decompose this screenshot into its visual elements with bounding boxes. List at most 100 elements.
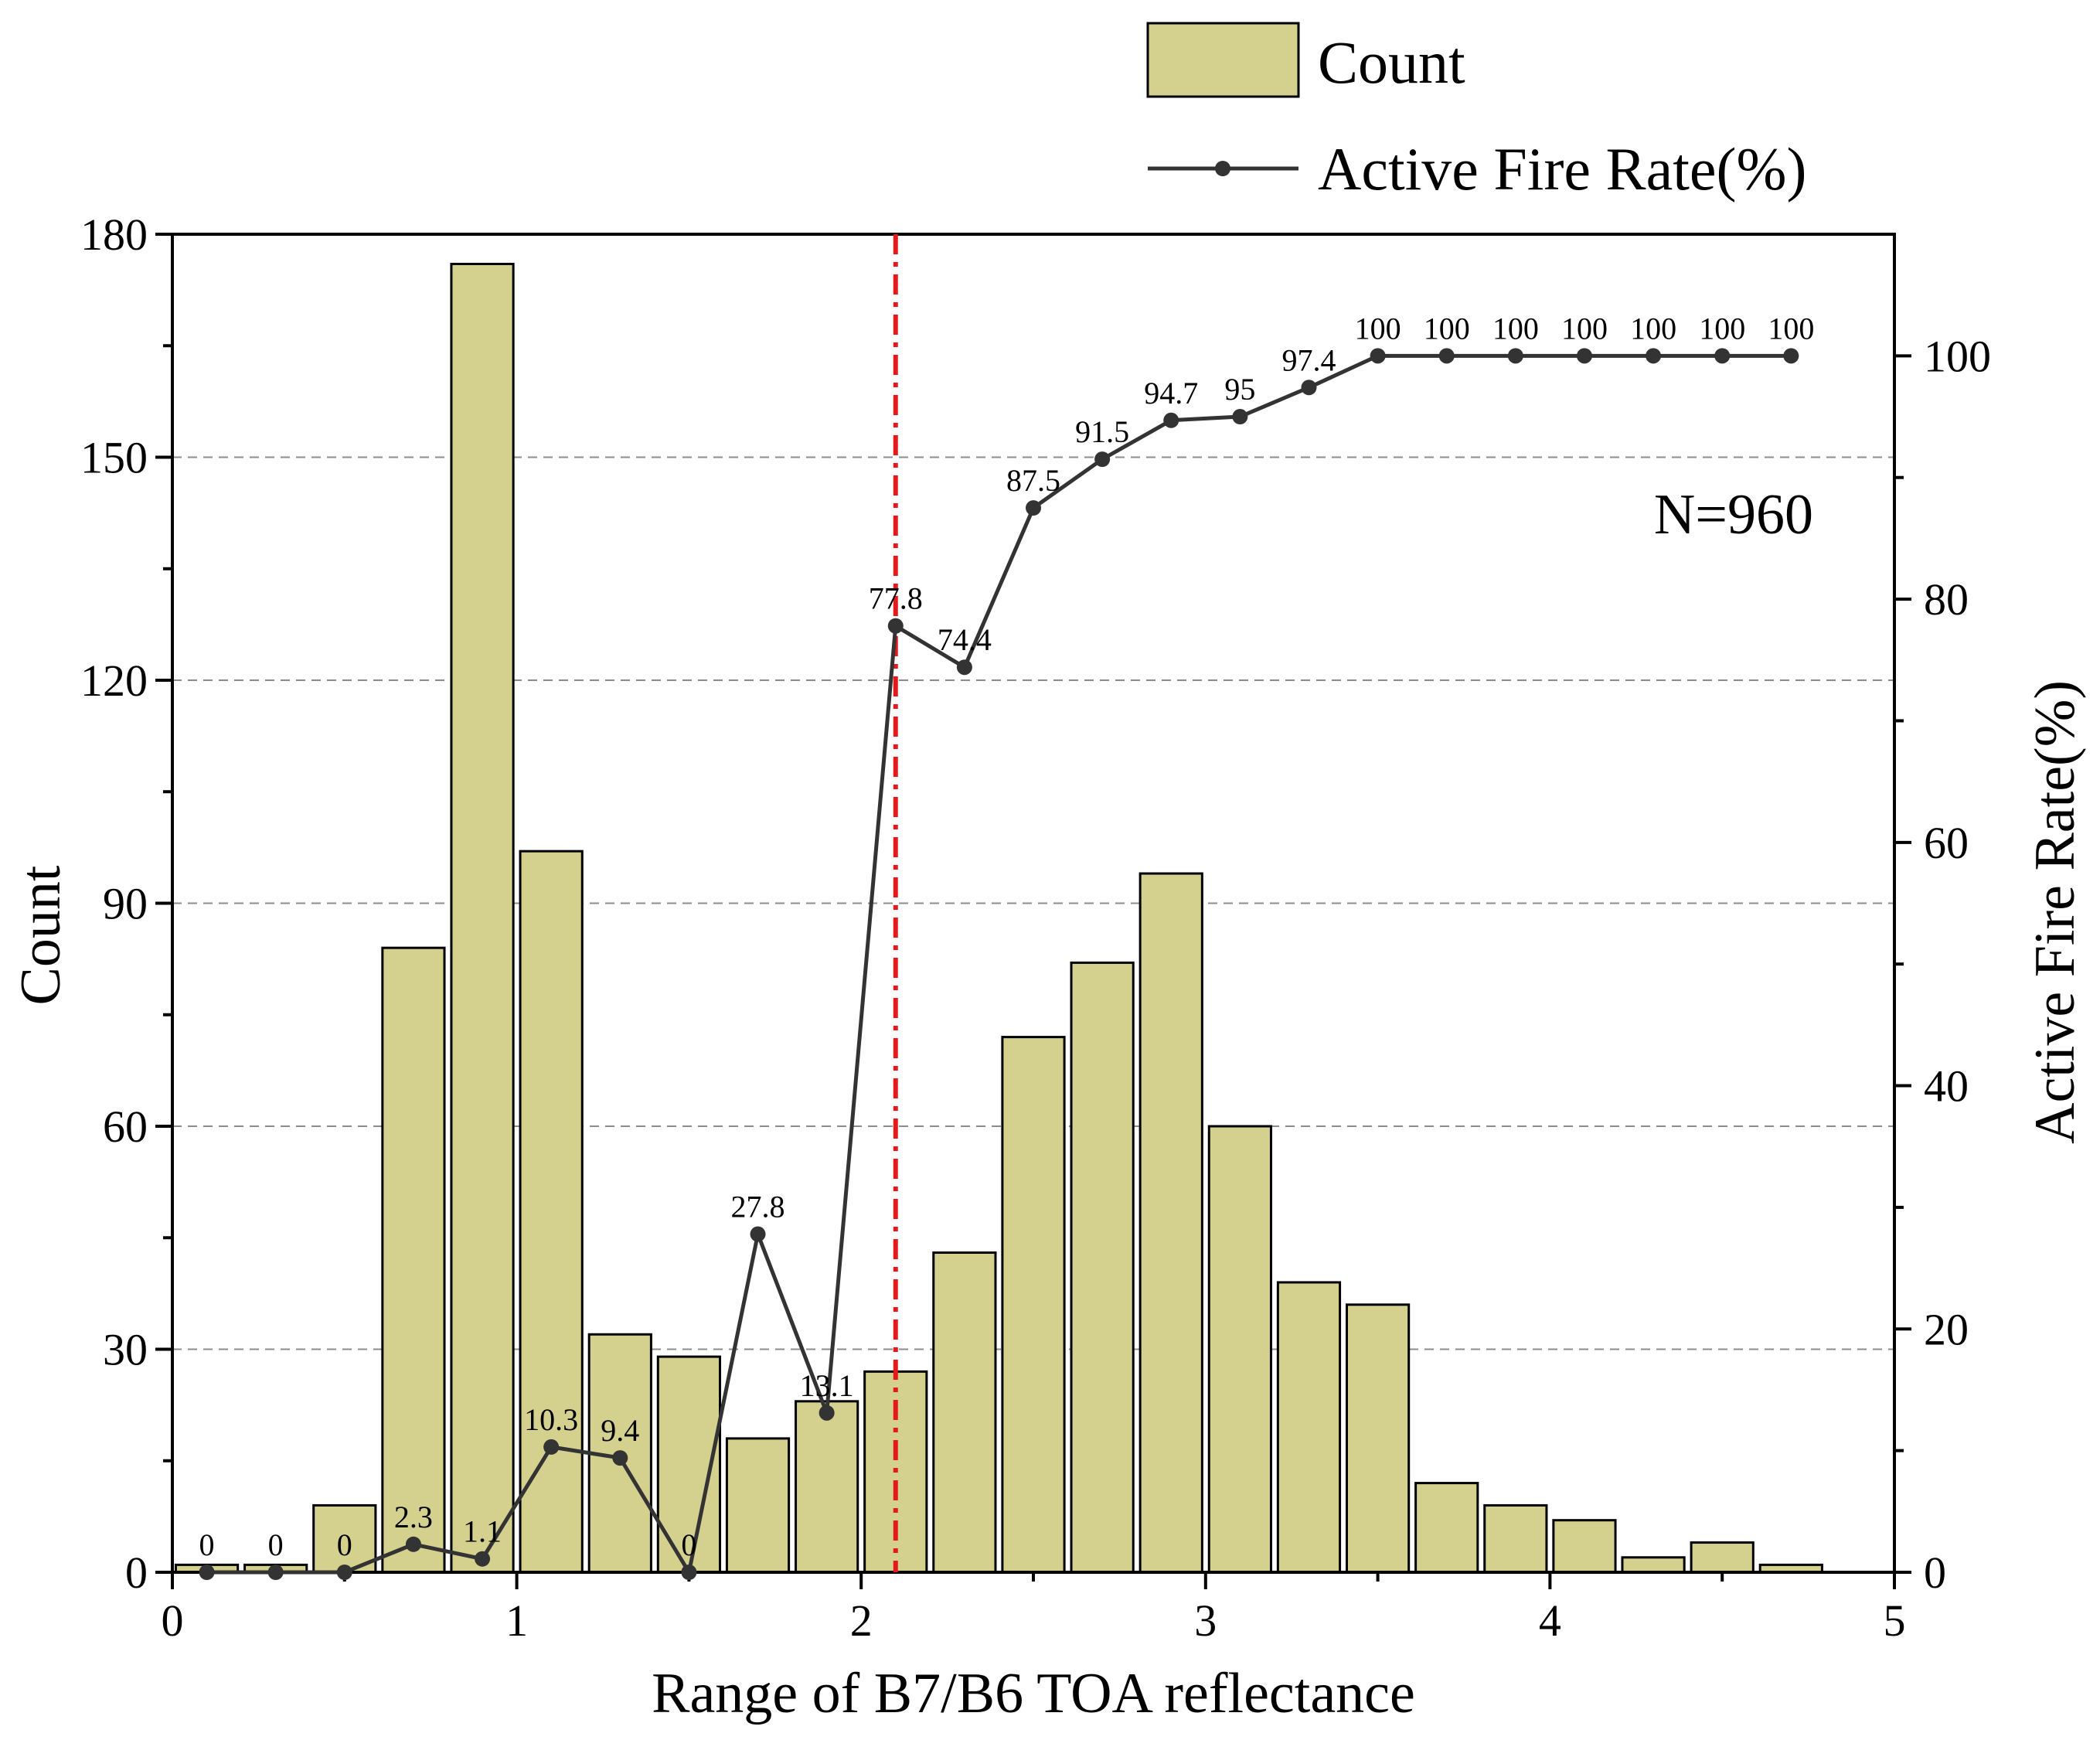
y2-tick-label: 60 (1924, 818, 1969, 868)
count-bar (795, 1400, 859, 1574)
x-tick-label: 5 (1884, 1595, 1906, 1646)
rate-data-label: 77.8 (869, 581, 923, 616)
rate-point (543, 1439, 560, 1455)
rate-data-label: 27.8 (731, 1190, 785, 1224)
rate-data-label: 91.5 (1075, 414, 1129, 449)
rate-point (1094, 451, 1111, 468)
rate-data-label: 0 (337, 1527, 352, 1562)
count-bar (1690, 1541, 1755, 1574)
rate-point (1232, 409, 1248, 425)
count-bar (1207, 1125, 1272, 1574)
rate-point (336, 1565, 352, 1580)
rate-data-label: 87.5 (1006, 463, 1060, 498)
x-axis-title: Range of B7/B6 TOA reflectance (652, 1662, 1415, 1725)
x-tick-label: 3 (1194, 1595, 1217, 1646)
y-tick-label: 0 (125, 1548, 148, 1598)
y2-tick-label: 80 (1924, 574, 1969, 625)
rate-data-label: 10.3 (524, 1402, 578, 1437)
legend-count-swatch (1146, 22, 1300, 98)
y-tick-label: 150 (80, 433, 148, 483)
rate-data-label: 100 (1424, 311, 1470, 346)
y-tick-label: 120 (80, 655, 148, 706)
rate-data-label: 1.1 (463, 1514, 502, 1549)
count-bar (932, 1251, 997, 1574)
rate-data-label: 100 (1492, 311, 1539, 346)
rate-point (405, 1536, 421, 1552)
sample-size-annotation: N=960 (1654, 483, 1813, 547)
rate-point (819, 1405, 835, 1421)
x-tick-label: 0 (162, 1595, 184, 1646)
rate-line-layer (199, 348, 1799, 1580)
rate-data-label: 0 (199, 1527, 215, 1562)
rate-point (199, 1565, 215, 1580)
rate-point (267, 1565, 284, 1580)
rate-data-label: 0 (681, 1527, 696, 1562)
rate-data-label: 100 (1699, 311, 1745, 346)
rate-data-label: 9.4 (601, 1413, 639, 1448)
legend-count-label: Count (1318, 29, 1465, 96)
legend-rate-marker (1215, 161, 1230, 176)
x-tick-label: 2 (850, 1595, 873, 1646)
count-bar (1001, 1036, 1066, 1574)
y2-axis-title: Active Fire Rate(%) (2023, 680, 2087, 1144)
count-bar (1138, 872, 1203, 1574)
count-bar (1483, 1503, 1548, 1574)
x-tick-label: 1 (505, 1595, 528, 1646)
count-bar (1276, 1281, 1342, 1574)
count-bar (1414, 1482, 1479, 1574)
rate-point (1370, 348, 1386, 364)
y2-tick-label: 40 (1924, 1061, 1969, 1112)
y2-tick-label: 20 (1924, 1304, 1969, 1354)
rate-point (1301, 380, 1317, 396)
rate-data-label: 100 (1561, 311, 1608, 346)
rate-point (1576, 348, 1592, 364)
rate-point (1163, 412, 1179, 428)
count-bar (1552, 1519, 1617, 1574)
rate-point (1507, 348, 1523, 364)
rate-point (1646, 348, 1662, 364)
rate-point (681, 1565, 697, 1580)
rate-data-label: 100 (1768, 311, 1814, 346)
rate-point (1026, 500, 1041, 516)
count-bar (1345, 1303, 1411, 1574)
rate-point (1783, 348, 1799, 364)
x-tick-label: 4 (1539, 1595, 1561, 1646)
y-tick-label: 60 (103, 1102, 148, 1152)
rate-point (1714, 348, 1731, 364)
rate-point (956, 659, 972, 676)
y2-tick-label: 100 (1924, 331, 1991, 381)
legend-rate-label: Active Fire Rate(%) (1318, 135, 1806, 203)
y-tick-label: 30 (103, 1325, 148, 1375)
rate-data-label: 13.1 (800, 1368, 854, 1403)
rate-data-label: 0 (268, 1527, 284, 1562)
rate-data-label: 2.3 (394, 1500, 433, 1534)
count-bar (312, 1503, 377, 1574)
rate-point (475, 1551, 491, 1567)
rate-data-label: 97.4 (1281, 342, 1336, 377)
y-tick-label: 180 (80, 209, 148, 260)
rate-data-label: 100 (1630, 311, 1676, 346)
rate-series-line (206, 353, 1792, 1578)
bar-layer (174, 262, 1823, 1574)
rate-data-label: 95 (1224, 372, 1255, 407)
count-bar (381, 946, 446, 1574)
rate-point (1438, 348, 1455, 364)
legend: Count Active Fire Rate(%) (1146, 22, 1806, 203)
count-bar (519, 850, 584, 1574)
rate-point (612, 1450, 628, 1466)
rate-label-layer: 0 0 0 2.3 1.1 10.3 9.4 0 27.8 13.1 77.8 74.4 87.5 91.… (199, 311, 1815, 1562)
rate-point (887, 618, 904, 634)
rate-data-label: 100 (1355, 311, 1401, 346)
y2-tick-label: 0 (1924, 1548, 1946, 1598)
count-bar (725, 1437, 791, 1574)
rate-point (750, 1226, 766, 1242)
count-bar (450, 262, 515, 1574)
y-axis-title: Count (9, 865, 73, 1005)
count-bar (1621, 1556, 1686, 1574)
count-bar (1070, 961, 1135, 1574)
rate-data-label: 74.4 (938, 622, 992, 657)
y-tick-label: 90 (103, 879, 148, 929)
rate-data-label: 94.7 (1144, 376, 1198, 410)
